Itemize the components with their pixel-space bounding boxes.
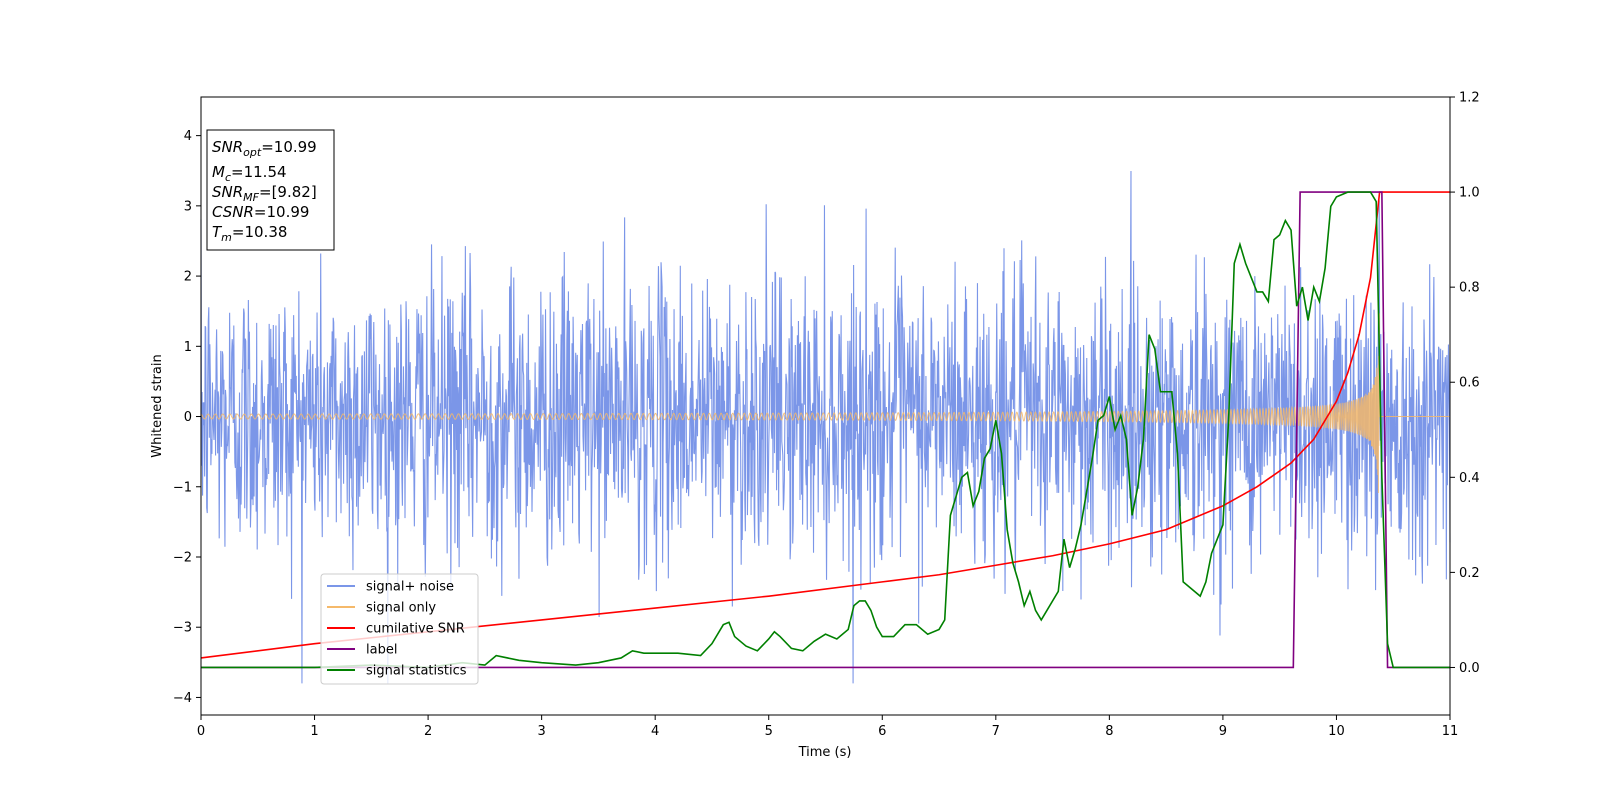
x-tick-label: 5	[765, 724, 773, 739]
signal-noise-line	[200, 170, 1451, 684]
y-tick-label: 2	[184, 270, 192, 285]
y-axis-left: −4 −3 −2 −1 0 1 2 3 4	[173, 129, 201, 706]
x-tick-label: 8	[1105, 724, 1113, 739]
x-tick-label: 10	[1328, 724, 1345, 739]
right-axis-series	[200, 191, 1450, 669]
y-tick-label: 4	[184, 129, 192, 144]
info-box-line: SNRopt=10.99	[212, 138, 317, 159]
legend-frame	[320, 573, 479, 685]
x-tick-label: 2	[424, 724, 432, 739]
y-tick-label: −3	[173, 621, 192, 636]
y-tick-label: 3	[184, 199, 192, 214]
signal-only-line	[200, 313, 1450, 493]
y-tick-label: −1	[173, 480, 192, 495]
legend-entry-label: signal statistics	[366, 664, 467, 679]
y-axis-right: 0.0 0.2 0.4 0.6 0.8 1.0 1.2	[1450, 91, 1480, 676]
x-tick-label: 9	[1219, 724, 1227, 739]
info-box-line: Mc=11.54	[212, 163, 287, 184]
legend-entry-label: cumilative SNR	[366, 622, 465, 637]
series-signal-only	[200, 313, 1450, 493]
info-box-frame	[206, 129, 335, 251]
y2-tick-label: 0.6	[1459, 376, 1480, 391]
legend-entry-label: signal only	[366, 601, 436, 616]
signal-statistics-line	[201, 191, 1450, 669]
y2-tick-label: 0.0	[1459, 661, 1480, 676]
y2-tick-label: 0.4	[1459, 471, 1480, 486]
x-tick-label: 4	[651, 724, 659, 739]
legend-entry-label: signal+ noise	[366, 580, 454, 595]
x-tick-label: 6	[878, 724, 886, 739]
y-tick-label: −4	[173, 691, 192, 706]
y2-tick-label: 1.2	[1459, 91, 1480, 106]
y2-tick-label: 0.2	[1459, 566, 1480, 581]
series-signal-noise	[200, 170, 1451, 684]
x-axis: 0 1 2 3 4 5 6 7 8 9 10 11	[197, 715, 1458, 739]
info-box: SNRopt=10.99 Mc=11.54SNRMF=[9.82]CSNR=10.…	[206, 129, 335, 251]
y-axis-label: Whitened strain	[150, 354, 165, 457]
x-tick-label: 7	[992, 724, 1000, 739]
y2-tick-label: 0.8	[1459, 281, 1480, 296]
y-tick-label: −2	[173, 550, 192, 565]
y-tick-label: 0	[184, 410, 192, 425]
x-tick-label: 11	[1442, 724, 1459, 739]
info-box-line: CSNR=10.99	[212, 203, 309, 221]
plot-frame	[200, 96, 1451, 716]
x-tick-label: 0	[197, 724, 205, 739]
cumulative-snr-line	[200, 191, 1450, 659]
y-tick-label: 1	[184, 340, 192, 355]
x-axis-label: Time (s)	[798, 745, 852, 760]
x-tick-label: 1	[310, 724, 318, 739]
info-box-line: SNRMF=[9.82]	[212, 183, 317, 204]
y2-tick-label: 1.0	[1459, 186, 1480, 201]
legend: signal+ noise signal only cumilative SNR la…	[320, 573, 479, 685]
legend-entry-label: label	[366, 643, 397, 658]
x-tick-label: 3	[537, 724, 545, 739]
info-box-line: Tm=10.38	[212, 223, 287, 244]
